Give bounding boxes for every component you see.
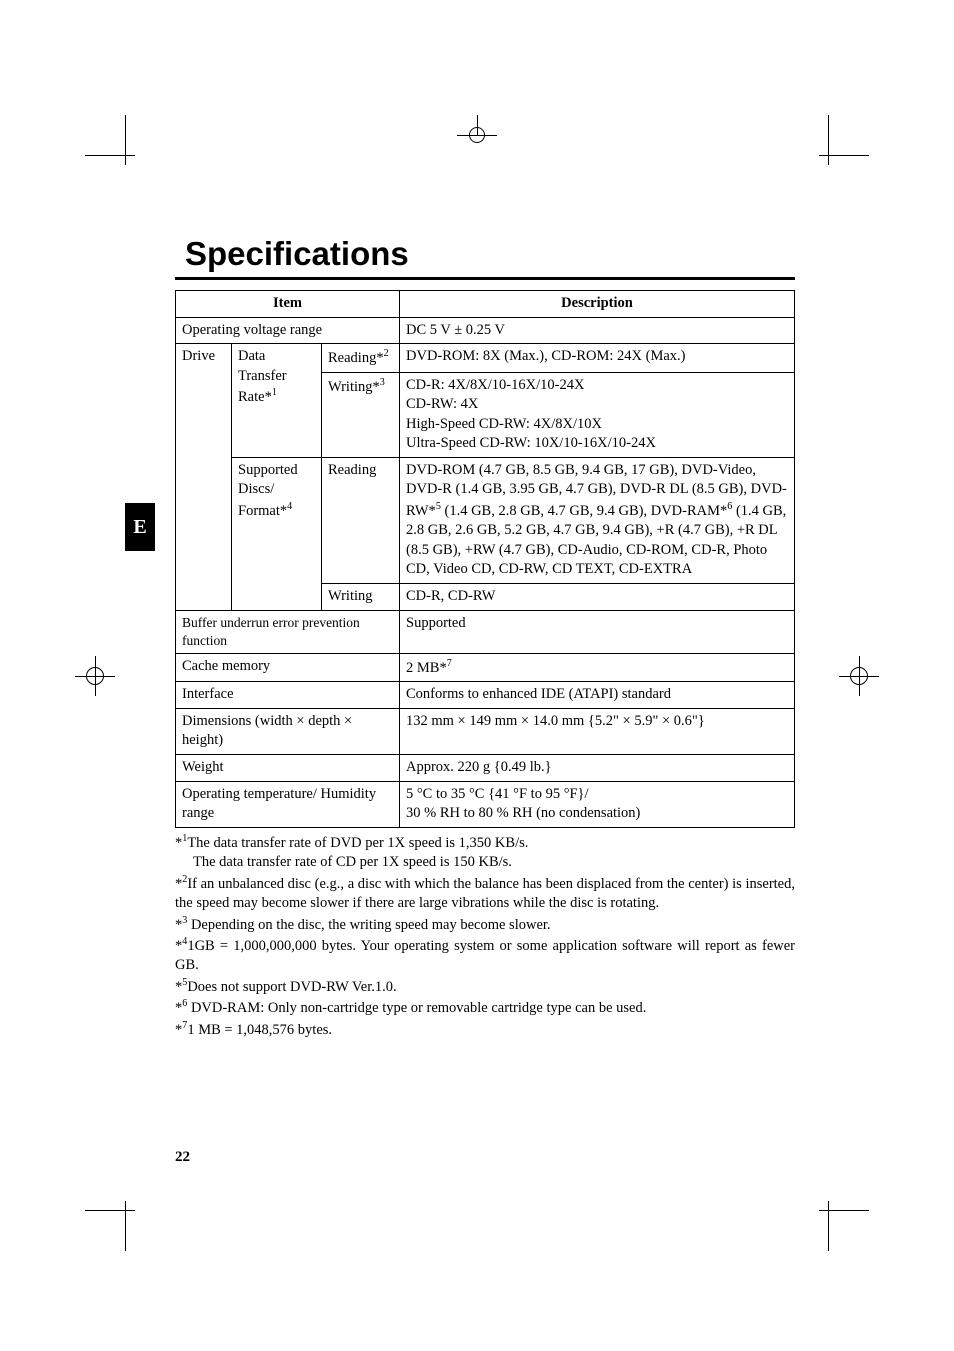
cell-dimensions-desc: 132 mm × 149 mm × 14.0 mm {5.2" × 5.9" ×… (400, 708, 795, 754)
table-row: Drive Data Transfer Rate*1 Reading*2 DVD… (176, 344, 795, 372)
cell-interface-desc: Conforms to enhanced IDE (ATAPI) standar… (400, 682, 795, 709)
print-mark-top-right (809, 115, 869, 175)
cell-temp-desc: 5 °C to 35 °C {41 °F to 95 °F}/ 30 % RH … (400, 781, 795, 827)
table-row: Supported Discs/ Format*4 Reading DVD-RO… (176, 457, 795, 583)
cell-buffer-desc: Supported (400, 610, 795, 653)
print-target-right (839, 656, 879, 696)
cell-supported-writing-desc: CD-R, CD-RW (400, 583, 795, 610)
table-row: Dimensions (width × depth × height) 132 … (176, 708, 795, 754)
cell-supported-writing-label: Writing (322, 583, 400, 610)
cell-dimensions-item: Dimensions (width × depth × height) (176, 708, 400, 754)
cell-buffer-item: Buffer underrun error prevention functio… (176, 610, 400, 653)
cell-drive-label: Drive (176, 344, 232, 610)
cell-data-transfer-label: Data Transfer Rate*1 (232, 344, 322, 458)
cell-voltage-desc: DC 5 V ± 0.25 V (400, 317, 795, 344)
cell-supported-reading-desc: DVD-ROM (4.7 GB, 8.5 GB, 9.4 GB, 17 GB),… (400, 457, 795, 583)
cell-reading-label: Reading*2 (322, 344, 400, 372)
print-target-left (75, 656, 115, 696)
page-title: Specifications (185, 235, 795, 273)
table-row: Weight Approx. 220 g {0.49 lb.} (176, 755, 795, 782)
table-header-row: Item Description (176, 291, 795, 318)
footnote-3: *3 Depending on the disc, the writing sp… (175, 914, 795, 935)
print-mark-bottom-left (85, 1191, 145, 1251)
footnote-5: *5Does not support DVD-RW Ver.1.0. (175, 976, 795, 997)
header-description: Description (400, 291, 795, 318)
page-content: Specifications Item Description Operatin… (175, 235, 795, 1040)
table-row: Buffer underrun error prevention functio… (176, 610, 795, 653)
table-row: Operating temperature/ Humidity range 5 … (176, 781, 795, 827)
cell-weight-item: Weight (176, 755, 400, 782)
table-row: Interface Conforms to enhanced IDE (ATAP… (176, 682, 795, 709)
footnote-4: *41GB = 1,000,000,000 bytes. Your operat… (175, 935, 795, 976)
cell-supported-label: Supported Discs/ Format*4 (232, 457, 322, 610)
print-mark-top-left (85, 115, 145, 175)
footnote-6: *6 DVD-RAM: Only non-cartridge type or r… (175, 997, 795, 1018)
cell-weight-desc: Approx. 220 g {0.49 lb.} (400, 755, 795, 782)
cell-cache-item: Cache memory (176, 653, 400, 681)
title-rule (175, 277, 795, 280)
footnote-1b: The data transfer rate of CD per 1X spee… (175, 853, 795, 873)
cell-interface-item: Interface (176, 682, 400, 709)
cell-voltage-item: Operating voltage range (176, 317, 400, 344)
page-number: 22 (175, 1149, 190, 1166)
footnote-1a: *1The data transfer rate of DVD per 1X s… (175, 832, 795, 853)
header-item: Item (176, 291, 400, 318)
print-mark-bottom-right (809, 1191, 869, 1251)
cell-reading-desc: DVD-ROM: 8X (Max.), CD-ROM: 24X (Max.) (400, 344, 795, 372)
cell-cache-desc: 2 MB*7 (400, 653, 795, 681)
footnote-7: *71 MB = 1,048,576 bytes. (175, 1019, 795, 1040)
print-mark-top-center (457, 115, 497, 155)
cell-supported-reading-label: Reading (322, 457, 400, 583)
spec-table: Item Description Operating voltage range… (175, 290, 795, 828)
table-row: Cache memory 2 MB*7 (176, 653, 795, 681)
footnotes: *1The data transfer rate of DVD per 1X s… (175, 832, 795, 1040)
cell-writing-desc: CD-R: 4X/8X/10-16X/10-24X CD-RW: 4X High… (400, 372, 795, 457)
footnote-2: *2If an unbalanced disc (e.g., a disc wi… (175, 873, 795, 914)
cell-writing-label: Writing*3 (322, 372, 400, 457)
table-row: Operating voltage range DC 5 V ± 0.25 V (176, 317, 795, 344)
side-tab: E (125, 503, 155, 551)
cell-temp-item: Operating temperature/ Humidity range (176, 781, 400, 827)
